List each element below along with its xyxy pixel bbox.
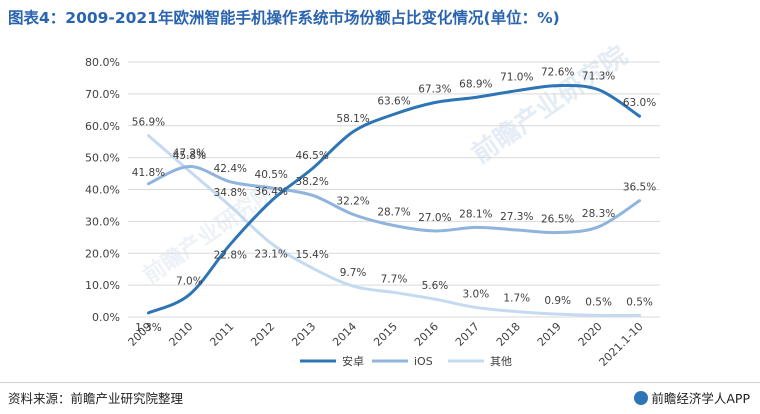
y-tick-label: 60.0% <box>85 120 120 133</box>
data-label: 32.2% <box>336 195 369 207</box>
data-label: 22.8% <box>214 249 247 261</box>
series-line-other <box>146 134 642 317</box>
data-label: 38.2% <box>295 176 328 188</box>
data-label: 5.6% <box>422 280 449 292</box>
data-label: 23.1% <box>255 248 288 260</box>
data-label: 45.8% <box>173 150 206 162</box>
data-label: 0.5% <box>626 296 653 308</box>
series-line-ios <box>146 165 642 235</box>
y-tick-label: 20.0% <box>85 247 120 260</box>
data-label: 41.8% <box>132 167 165 179</box>
legend-label: iOS <box>414 355 433 368</box>
x-tick-label: 2017 <box>453 320 482 349</box>
data-label: 28.1% <box>459 208 492 220</box>
data-label: 0.5% <box>585 296 612 308</box>
data-label: 9.7% <box>340 267 367 279</box>
data-label: 34.8% <box>214 187 247 199</box>
data-label: 68.9% <box>459 78 492 90</box>
footer-divider <box>0 382 760 383</box>
data-label: 28.7% <box>377 207 410 219</box>
data-label: 1.3% <box>135 322 162 334</box>
x-tick-label: 2010 <box>167 320 196 349</box>
data-label: 27.0% <box>418 212 451 224</box>
data-label: 28.3% <box>582 208 615 220</box>
data-label: 58.1% <box>336 113 369 125</box>
source-note: 资料来源：前瞻产业研究院整理 <box>8 391 184 406</box>
data-label: 3.0% <box>463 288 490 300</box>
data-label: 63.6% <box>377 95 410 107</box>
x-tick-label: 2019 <box>535 320 564 349</box>
legend-label: 安卓 <box>342 354 364 368</box>
data-label: 72.6% <box>541 67 574 79</box>
series-line-android <box>146 83 642 315</box>
x-tick-label: 2018 <box>494 320 523 349</box>
data-label: 67.3% <box>418 83 451 95</box>
y-tick-label: 10.0% <box>85 279 120 292</box>
data-label: 40.5% <box>255 169 288 181</box>
x-tick-label: 2021.1-10 <box>597 320 646 369</box>
data-label: 0.9% <box>544 295 571 307</box>
data-label: 56.9% <box>132 117 165 129</box>
x-tick-label: 2014 <box>330 320 359 349</box>
x-tick-label: 2011 <box>207 320 236 349</box>
data-label: 63.0% <box>623 97 656 109</box>
x-tick-label: 2012 <box>248 320 277 349</box>
line-chart: 前瞻产业研究院前瞻产业研究院0.0%10.0%20.0%30.0%40.0%50… <box>85 40 660 369</box>
data-label: 36.5% <box>623 182 656 194</box>
y-tick-label: 80.0% <box>85 56 120 69</box>
page-title: 图表4：2009-2021年欧洲智能手机操作系统市场份额占比变化情况(单位：%) <box>8 9 560 27</box>
data-label: 71.3% <box>582 71 615 83</box>
data-label: 1.7% <box>503 293 530 305</box>
brand-logo-icon <box>634 391 649 405</box>
x-tick-label: 2016 <box>412 320 441 349</box>
data-label: 7.7% <box>381 273 408 285</box>
data-label: 71.0% <box>500 72 533 84</box>
legend-label: 其他 <box>490 355 512 368</box>
data-label: 46.5% <box>295 150 328 162</box>
data-label: 15.4% <box>295 249 328 261</box>
y-tick-label: 70.0% <box>85 88 120 101</box>
data-label: 47.2% <box>173 148 206 160</box>
data-label: 26.5% <box>541 214 574 226</box>
data-label: 7.0% <box>176 276 203 288</box>
y-tick-label: 0.0% <box>92 311 120 324</box>
brand-credit: 前瞻经济学人APP <box>634 388 750 407</box>
x-tick-label: 2013 <box>289 320 318 349</box>
y-tick-label: 40.0% <box>85 184 120 197</box>
data-label: 42.4% <box>214 163 247 175</box>
x-tick-label: 2015 <box>371 320 400 349</box>
y-tick-label: 30.0% <box>85 215 120 228</box>
y-tick-label: 50.0% <box>85 152 120 165</box>
brand-name: 前瞻经济学人APP <box>651 391 750 406</box>
watermark: 前瞻产业研究院 <box>466 40 633 170</box>
data-label: 27.3% <box>500 211 533 223</box>
data-label: 36.4% <box>255 186 288 198</box>
x-tick-label: 2020 <box>576 320 605 349</box>
